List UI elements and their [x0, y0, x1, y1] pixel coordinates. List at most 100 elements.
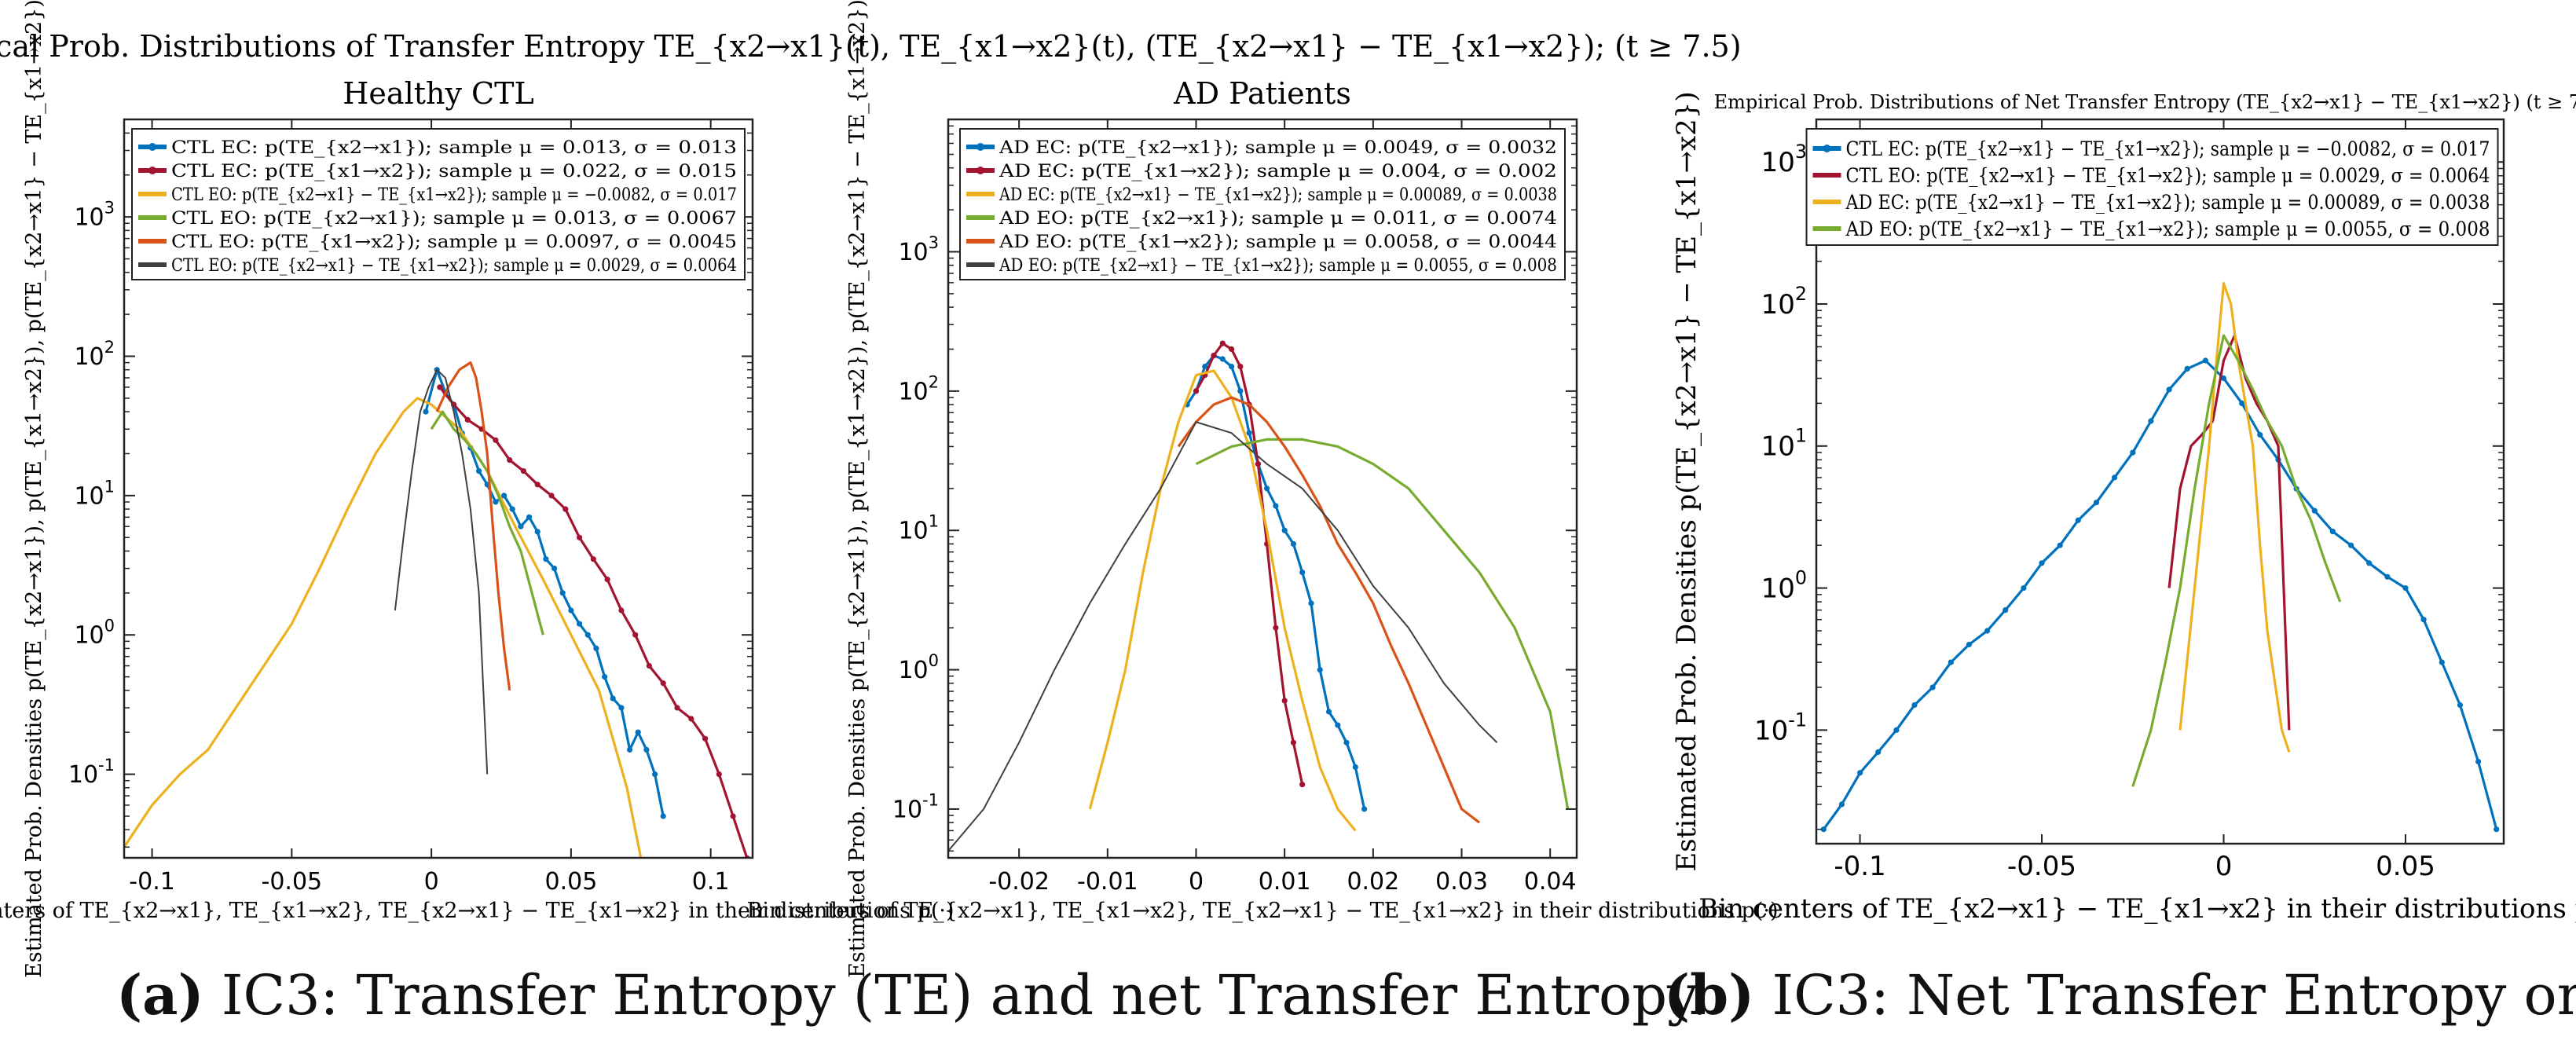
series-4	[2131, 334, 2342, 787]
legend-entry: AD EO: p(TE_{x2→x1} − TE_{x1→x2}); sampl…	[1845, 218, 2490, 240]
panel-a-ad-patients: AD Patients -0.02 -0.01 0 0.01 0.02 0.03 0.04 10…	[747, 0, 1779, 978]
data-point	[501, 493, 508, 499]
caption-a-text: IC3: Transfer Entropy (TE) and net Trans…	[221, 963, 1709, 1028]
x-tick-label: 0	[1189, 868, 1204, 896]
data-point	[618, 705, 625, 711]
x-tick-label: 0.05	[544, 868, 597, 896]
data-point	[2366, 560, 2373, 566]
data-point	[1893, 727, 1900, 734]
y-tick-label: 102	[74, 338, 115, 371]
x-axis-label: Bin centers of TE_{x2→x1} − TE_{x1→x2} i…	[1698, 893, 2576, 925]
data-point	[2439, 659, 2445, 665]
data-point	[618, 607, 625, 614]
series-line	[1823, 359, 2498, 830]
data-point	[2348, 542, 2354, 548]
data-point	[1281, 698, 1288, 704]
data-point	[2112, 474, 2118, 481]
series-6	[394, 368, 489, 775]
y-tick-label: 10-1	[892, 790, 939, 823]
y-tick-label: 103	[898, 233, 939, 266]
data-point	[1246, 430, 1252, 436]
series-line	[1195, 342, 1304, 786]
data-point	[2166, 386, 2172, 393]
x-tick-label: 0	[424, 868, 439, 896]
data-point	[660, 680, 666, 687]
series-line	[435, 361, 511, 691]
data-point	[551, 566, 558, 572]
data-point	[1966, 641, 1972, 648]
x-tick-label: -0.05	[2007, 851, 2076, 882]
legend-entry: AD EC: p(TE_{x2→x1}); sample μ = 0.0049,…	[999, 138, 1557, 158]
legend-entry: AD EO: p(TE_{x1→x2}); sample μ = 0.0058,…	[999, 233, 1557, 252]
legend-entry: AD EC: p(TE_{x1→x2}); sample μ = 0.004, …	[999, 162, 1557, 181]
data-point	[1229, 346, 1235, 353]
legend-marker	[977, 167, 984, 174]
y-tick-label: 103	[1761, 141, 1807, 178]
data-point	[2239, 400, 2245, 406]
data-point	[610, 695, 616, 702]
series-4	[430, 410, 544, 636]
y-tick-label: 100	[1761, 566, 1807, 604]
data-point	[2184, 365, 2190, 372]
suptitle: Empirical Prob. Distributions of Transfe…	[0, 29, 1742, 64]
x-tick-label: -0.02	[988, 868, 1050, 896]
legend-entry: CTL EO: p(TE_{x2→x1} − TE_{x1→x2}); samp…	[1846, 164, 2490, 187]
legend-box	[1805, 128, 2499, 246]
data-point	[2021, 585, 2027, 592]
series-line	[430, 410, 544, 636]
data-point	[548, 493, 555, 499]
data-point	[2075, 517, 2081, 523]
series-line	[124, 397, 643, 858]
data-point	[1264, 485, 1270, 492]
x-tick-label: -0.05	[262, 868, 323, 896]
data-point	[602, 674, 608, 680]
data-point	[635, 729, 641, 735]
data-point	[1335, 722, 1341, 728]
data-point	[730, 813, 736, 819]
data-point	[559, 590, 566, 596]
data-point	[437, 384, 443, 390]
data-point	[2402, 585, 2409, 592]
data-point	[2093, 500, 2100, 506]
data-point	[632, 632, 639, 638]
y-axis-label: Estimated Prob. Densities p(TE_{x2→x1}),…	[845, 0, 870, 978]
panel-b-net-transfer-entropy: Empirical Prob. Distributions of Net Tra…	[1671, 91, 2576, 925]
data-point	[526, 514, 533, 520]
series-1	[1820, 357, 2500, 833]
series-2	[437, 384, 750, 858]
data-point	[562, 506, 569, 512]
data-point	[1255, 461, 1261, 467]
data-point	[2220, 375, 2227, 382]
chart-title: AD Patients	[1173, 76, 1351, 111]
data-point	[1219, 340, 1226, 346]
data-point	[1290, 540, 1296, 548]
legend-entry: AD EC: p(TE_{x2→x1} − TE_{x1→x2}); sampl…	[1845, 191, 2490, 214]
x-tick-label: 0	[2215, 851, 2233, 882]
legend: CTL EC: p(TE_{x2→x1} − TE_{x1→x2}); samp…	[1805, 128, 2499, 246]
legend-box	[131, 128, 746, 280]
y-tick-label: 101	[74, 477, 115, 510]
x-tick-label: 0.04	[1524, 868, 1577, 896]
data-point	[2130, 449, 2136, 456]
data-point	[1273, 503, 1279, 509]
y-tick-label: 10-1	[1754, 709, 1807, 746]
data-point	[1911, 702, 1918, 709]
y-tick-label: 102	[898, 372, 939, 405]
data-point	[543, 556, 549, 562]
data-point	[507, 457, 513, 463]
data-point	[643, 746, 650, 753]
data-point	[2039, 560, 2045, 566]
data-point	[1984, 628, 1991, 634]
series-5	[435, 361, 511, 691]
caption-a: (a) IC3: Transfer Entropy (TE) and net T…	[116, 962, 1709, 1028]
chart-title: Empirical Prob. Distributions of Net Tra…	[1714, 91, 2576, 113]
x-axis-label: Bin centers of TE_{x2→x1}, TE_{x1→x2}, T…	[747, 899, 1779, 923]
legend-entry: CTL EC: p(TE_{x2→x1} − TE_{x1→x2}); samp…	[1846, 137, 2490, 160]
data-point	[2202, 357, 2208, 364]
legend: AD EC: p(TE_{x2→x1}); sample μ = 0.0049,…	[959, 128, 1566, 280]
data-point	[584, 632, 591, 638]
legend-marker	[977, 143, 984, 151]
data-point	[1875, 749, 1882, 756]
series-5	[1177, 396, 1481, 824]
